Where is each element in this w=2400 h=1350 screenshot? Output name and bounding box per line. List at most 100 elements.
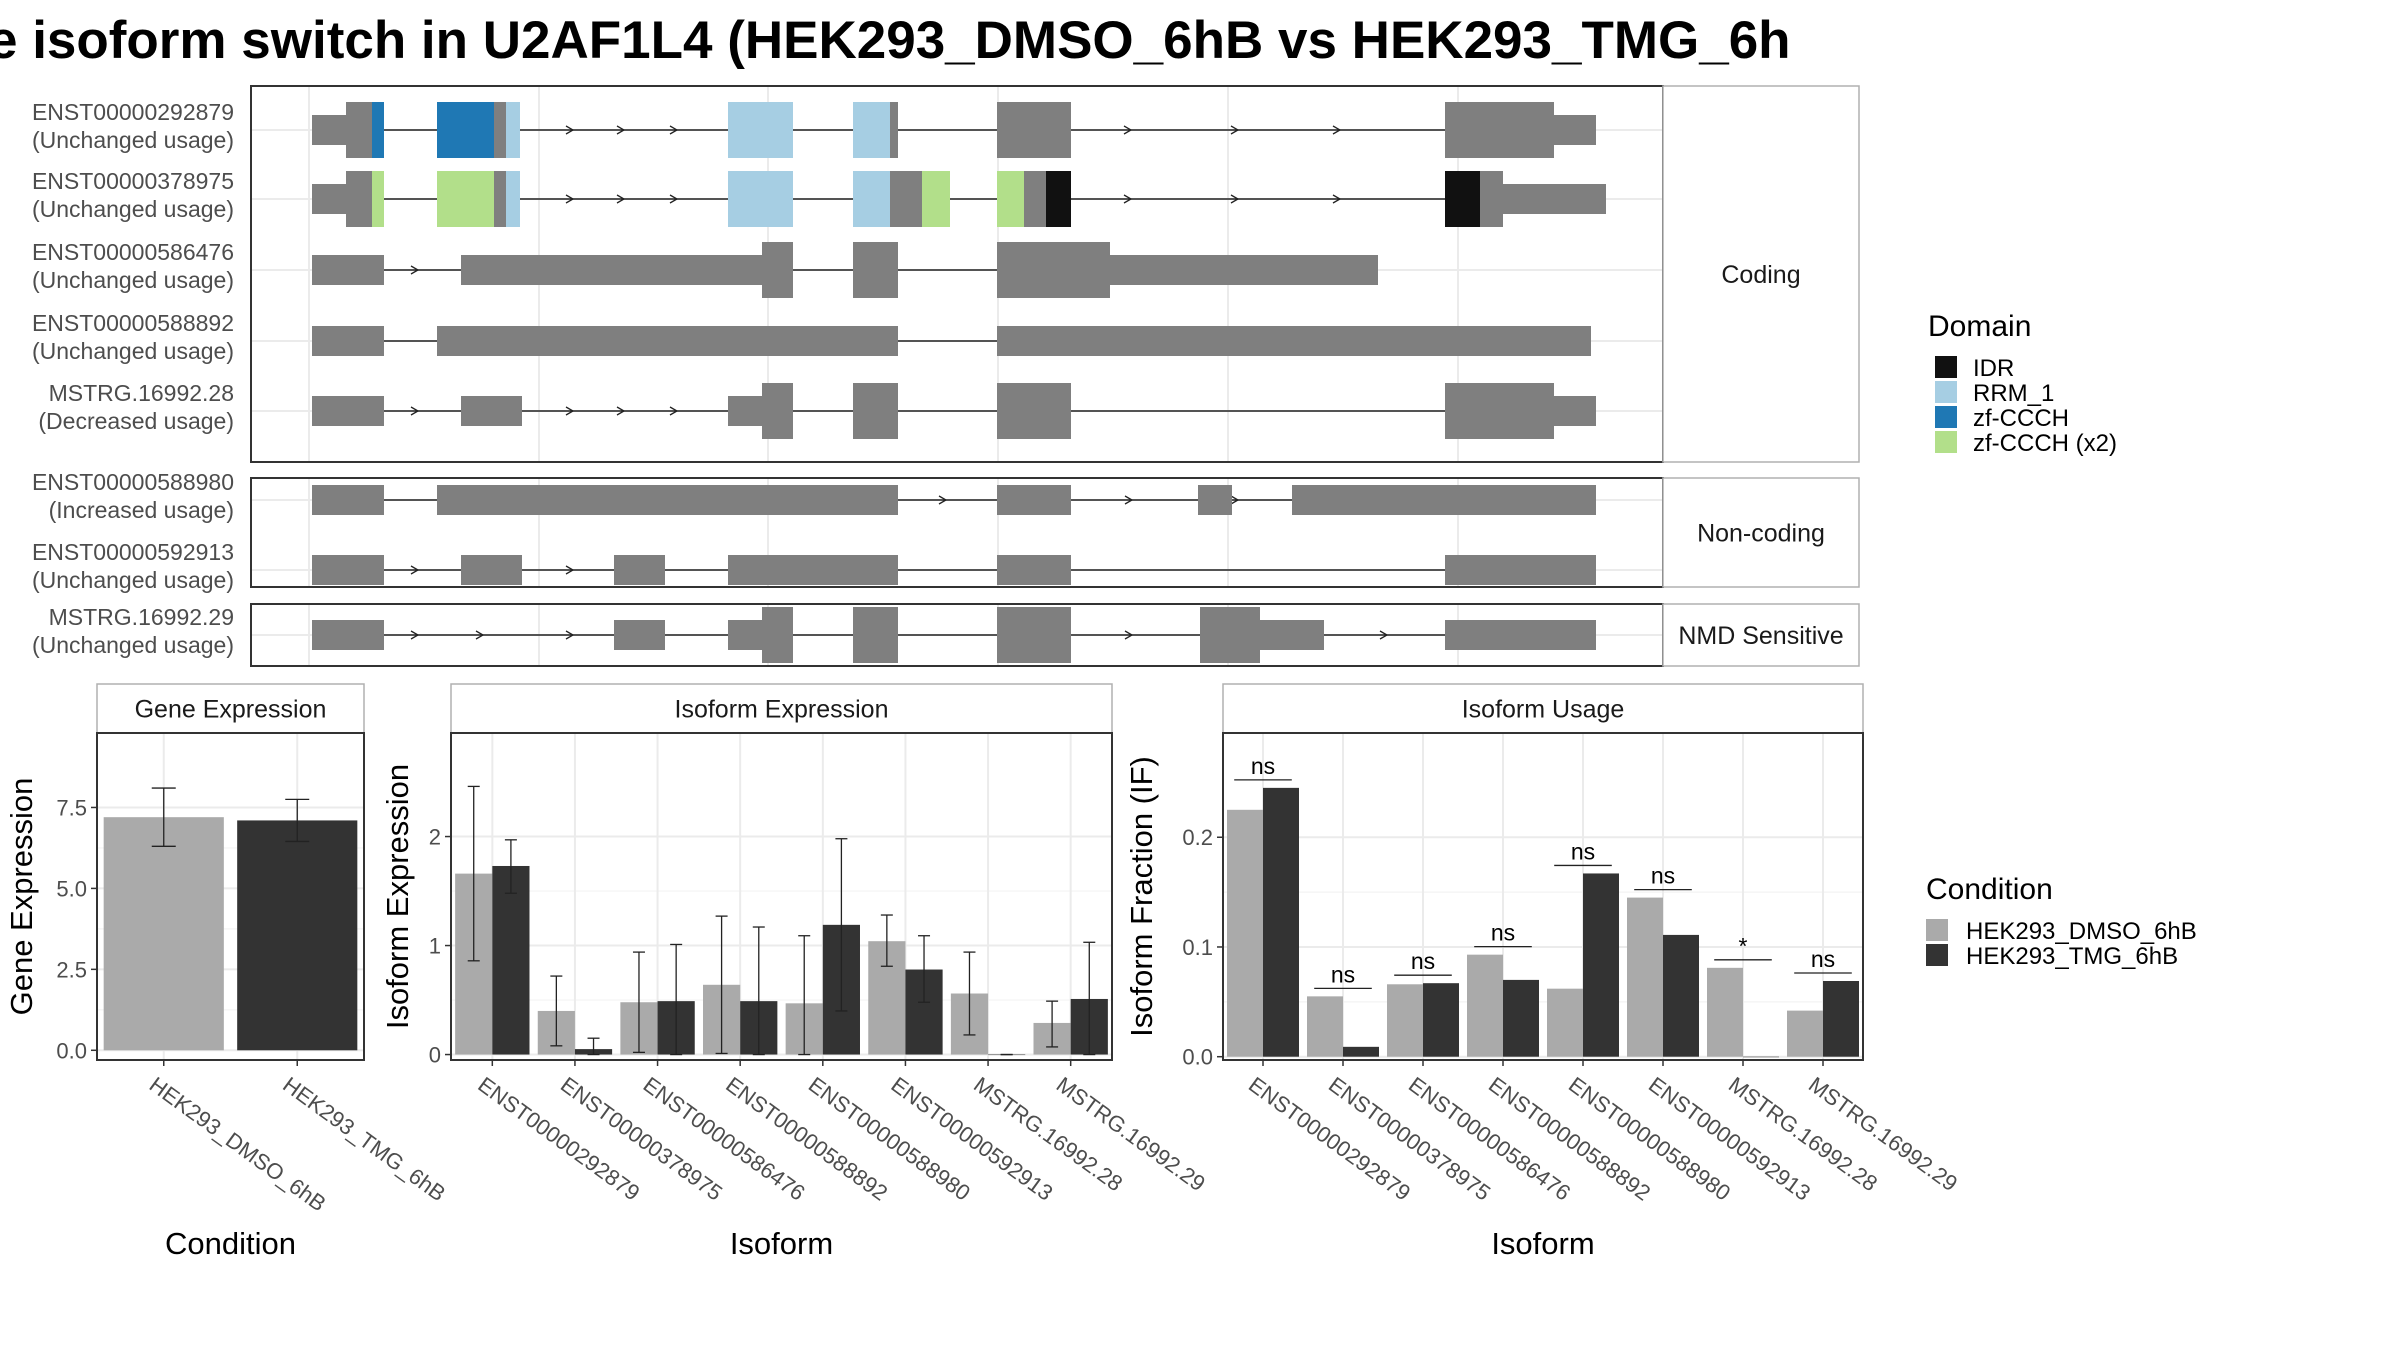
bar-ENST00000588980-0 [1547, 988, 1583, 1057]
transcript-id-label: ENST00000588892 [32, 310, 234, 336]
strand-arrow-MSTRG.16992.29-3 [1124, 630, 1134, 640]
exon-MSTRG.16992.29-8 [1445, 620, 1596, 650]
significance-label: ns [1331, 961, 1355, 987]
strand-arrow-ENST00000378975-1 [616, 194, 626, 204]
structure-group-label: NMD Sensitive [1678, 622, 1843, 650]
y-tick-label: 0.2 [1182, 825, 1213, 850]
condition-legend-label-0: HEK293_DMSO_6hB [1966, 918, 2197, 945]
exon-ENST00000378975-2 [372, 171, 384, 227]
figure-title: e isoform switch in U2AF1L4 (HEK293_DMSO… [0, 11, 1791, 70]
exon-MSTRG.16992.29-1 [614, 620, 665, 650]
strand-arrow-ENST00000592913-1 [565, 565, 575, 575]
transcript-id-label: ENST00000292879 [32, 99, 234, 125]
bar-ENST00000592913-0 [1627, 897, 1663, 1057]
strand-arrow-MSTRG.16992.28-0 [410, 406, 420, 416]
exon-ENST00000586476-1 [461, 255, 762, 285]
strand-arrow-ENST00000592913-0 [410, 565, 420, 575]
exon-ENST00000378975-5 [506, 171, 520, 227]
exon-ENST00000586476-0 [312, 255, 384, 285]
exon-ENST00000292879-11 [1554, 115, 1596, 145]
transcript-id-label: MSTRG.16992.29 [49, 604, 234, 630]
exon-MSTRG.16992.28-6 [1445, 383, 1554, 439]
exon-ENST00000292879-9 [997, 102, 1071, 158]
exon-MSTRG.16992.29-4 [853, 607, 898, 663]
domain-legend-label-0: IDR [1973, 355, 2014, 382]
structure-group-label: Non-coding [1697, 520, 1825, 548]
exon-ENST00000378975-8 [890, 171, 922, 227]
exon-ENST00000586476-5 [1110, 255, 1378, 285]
exon-ENST00000292879-7 [853, 102, 890, 158]
exon-ENST00000588980-4 [1292, 485, 1596, 515]
strand-arrow-ENST00000588980-2 [1230, 495, 1240, 505]
domain-legend-swatch-1 [1935, 381, 1957, 403]
transcript-usage-label: (Unchanged usage) [32, 338, 234, 364]
y-tick-label: 0.0 [1182, 1045, 1213, 1070]
bar-MSTRG.16992.29-0 [1787, 1010, 1823, 1057]
exon-ENST00000586476-4 [997, 242, 1110, 298]
exon-MSTRG.16992.29-5 [997, 607, 1071, 663]
panel-strip [450, 683, 1113, 734]
transcript-usage-label: (Decreased usage) [38, 408, 234, 434]
transcript-id-label: ENST00000586476 [32, 239, 234, 265]
strand-arrow-ENST00000292879-0 [565, 125, 575, 135]
exon-ENST00000378975-7 [853, 171, 890, 227]
y-tick-label: 5.0 [56, 876, 87, 901]
bar-MSTRG.16992.29-1 [1823, 980, 1859, 1057]
y-tick-label: 2 [429, 825, 441, 850]
exon-ENST00000592913-5 [1445, 555, 1596, 585]
condition-legend-title: Condition [1926, 873, 2053, 906]
strand-arrow-ENST00000292879-6 [1332, 125, 1342, 135]
transcript-id-label: ENST00000592913 [32, 539, 234, 565]
strand-arrow-ENST00000292879-2 [669, 125, 679, 135]
transcript-structure-panel: ENST00000292879(Unchanged usage)ENST0000… [32, 85, 1860, 667]
exon-ENST00000592913-2 [614, 555, 665, 585]
y-axis-title: Isoform Fraction (IF) [1124, 756, 1159, 1037]
exon-ENST00000592913-3 [728, 555, 898, 585]
y-tick-label: 0 [429, 1043, 441, 1068]
exon-MSTRG.16992.29-6 [1200, 607, 1260, 663]
domain-legend-swatch-2 [1935, 406, 1957, 428]
exon-ENST00000592913-1 [461, 555, 522, 585]
x-axis-title: Isoform [730, 1226, 833, 1261]
bar-ENST00000292879-0 [1227, 809, 1263, 1057]
bar-ENST00000588892-0 [1467, 954, 1503, 1057]
transcript-id-label: ENST00000378975 [32, 168, 234, 194]
strand-arrow-ENST00000586476-0 [410, 265, 420, 275]
exon-ENST00000292879-5 [506, 102, 520, 158]
panel-strip [96, 683, 365, 734]
exon-ENST00000378975-0 [312, 184, 346, 214]
condition-legend-label-1: HEK293_TMG_6hB [1966, 943, 2178, 970]
exon-ENST00000378975-15 [1503, 184, 1606, 214]
exon-ENST00000588980-2 [997, 485, 1071, 515]
exon-ENST00000588980-0 [312, 485, 384, 515]
y-axis-title: Isoform Expression [380, 764, 415, 1029]
panel-title: Isoform Usage [1462, 696, 1625, 724]
strand-arrow-ENST00000378975-6 [1332, 194, 1342, 204]
exon-ENST00000378975-3 [437, 171, 494, 227]
significance-label: ns [1651, 863, 1675, 889]
exon-MSTRG.16992.29-0 [312, 620, 384, 650]
y-tick-label: 2.5 [56, 957, 87, 982]
strand-arrow-ENST00000378975-2 [669, 194, 679, 204]
exon-ENST00000378975-6 [728, 171, 793, 227]
panel-title: Gene Expression [135, 696, 327, 724]
transcript-usage-label: (Increased usage) [49, 497, 234, 523]
y-tick-label: 0.1 [1182, 935, 1213, 960]
significance-label: ns [1571, 838, 1595, 864]
x-tick-label: MSTRG.16992.29 [1804, 1072, 1962, 1196]
exon-ENST00000378975-13 [1445, 171, 1480, 227]
exon-ENST00000592913-4 [997, 555, 1071, 585]
exon-MSTRG.16992.29-2 [728, 620, 762, 650]
exon-MSTRG.16992.29-7 [1260, 620, 1324, 650]
y-tick-label: 7.5 [56, 795, 87, 820]
panel-strip [1222, 683, 1864, 734]
transcript-id-label: ENST00000588980 [32, 469, 234, 495]
bar-ENST00000292879-1 [1263, 787, 1299, 1057]
x-tick-label: MSTRG.16992.29 [1052, 1072, 1210, 1196]
exon-MSTRG.16992.28-0 [312, 396, 384, 426]
transcript-usage-label: (Unchanged usage) [32, 567, 234, 593]
exon-ENST00000292879-8 [890, 102, 898, 158]
bar-ENST00000586476-0 [1387, 984, 1423, 1057]
